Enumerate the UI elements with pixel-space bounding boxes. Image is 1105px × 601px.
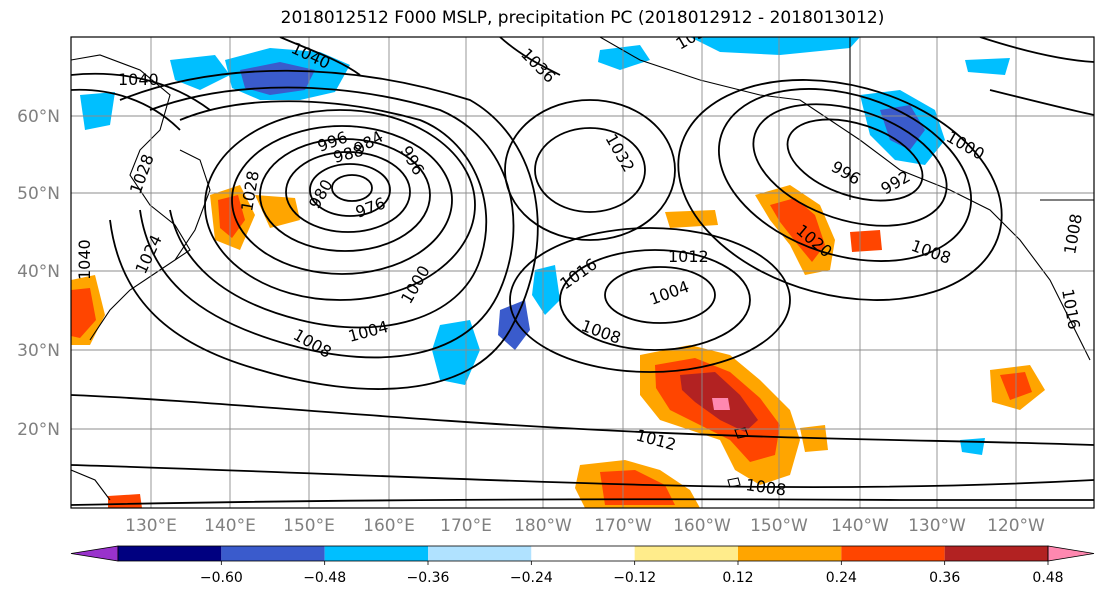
precip-area [598,45,650,70]
lon-label: 150°W [750,516,808,536]
lat-label: 20°N [17,420,60,440]
colorbar: −0.60 −0.48 −0.36 −0.24 −0.12 0.12 0.24 0.36 0.4… [70,545,1095,586]
latitude-labels: 60°N 50°N 40°N 30°N 20°N [17,107,60,440]
precip-area [600,470,675,505]
colorbar-swatch [944,546,1048,561]
colorbar-tick-label: 0.48 [1032,570,1063,586]
colorbar-tick-label: 0.36 [929,570,960,586]
longitude-labels: 130°E 140°E 150°E 160°E 170°E 180°W 170°… [125,516,1045,536]
lat-label: 30°N [17,341,60,361]
colorbar-swatch [221,546,325,561]
colorbar-tick-label: −0.48 [303,570,346,586]
isobars [71,37,1094,506]
colorbar-arrow-right [1047,545,1095,562]
colorbar-outline [117,545,1049,562]
lon-label: 170°W [594,516,652,536]
colorbar-tick-label: 0.24 [826,570,857,586]
colorbar-swatch [118,546,222,561]
precip-area [712,398,730,410]
lon-label: 160°W [673,516,731,536]
coastlines [71,37,1094,501]
colorbar-tick-label: −0.12 [613,570,656,586]
precip-area [80,92,115,130]
lon-label: 130°E [125,516,177,536]
lat-label: 40°N [17,262,60,282]
lon-label: 180°W [514,516,572,536]
colorbar-swatch [531,546,635,561]
graticule [71,37,1094,508]
precip-area [108,494,142,508]
lon-label: 120°W [987,516,1045,536]
colorbar-swatch [841,546,945,561]
colorbar-tick-label: −0.36 [407,570,450,586]
precip-area [770,198,825,262]
lat-label: 60°N [17,107,60,127]
isobar-label: 1040 [118,70,159,89]
precip-area [850,230,882,252]
colorbar-swatch [738,546,842,561]
map-title: 2018012512 F000 MSLP, precipitation PC (… [280,8,885,28]
colorbar-tick-label: 0.12 [722,570,753,586]
precipitation-shading [71,37,1045,508]
lon-label: 140°W [831,516,889,536]
colorbar-tick-label: −0.60 [200,570,243,586]
colorbar-tick-label: −0.24 [510,570,553,586]
isobar-label: 1012 [668,247,709,266]
precip-area [965,58,1010,75]
colorbar-swatch [428,546,532,561]
isobar-labels: 1040 1040 1036 1032 1032 1028 1028 1040 … [75,37,1086,500]
isobar-label: 1040 [75,239,94,280]
lon-label: 130°W [908,516,966,536]
colorbar-swatch [324,546,428,561]
lat-label: 50°N [17,184,60,204]
colorbar-arrow-left [70,545,119,562]
precip-area [665,210,718,228]
lon-label: 160°E [363,516,415,536]
precip-area [532,265,560,315]
precip-area [690,37,860,55]
precip-area [71,288,96,338]
lon-label: 170°E [440,516,492,536]
map-frame [70,36,1095,509]
precip-area [432,320,480,385]
lon-label: 140°E [204,516,256,536]
colorbar-swatch [634,546,738,561]
lon-label: 150°E [283,516,335,536]
precip-area [218,195,245,238]
